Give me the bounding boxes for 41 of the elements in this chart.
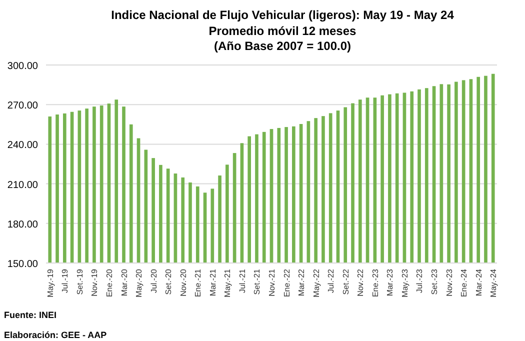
x-tick-label: May.-21 <box>223 268 232 298</box>
x-tick-label: Nov.-20 <box>178 268 188 296</box>
chart-title: Indice Nacional de Flujo Vehicular (ligeros): May 19 - May 24 <box>111 8 454 22</box>
x-tick-label: May.-23 <box>400 268 410 298</box>
y-tick-label: 150.00 <box>7 259 38 270</box>
x-tick-label: Mar.-21 <box>208 268 218 296</box>
x-tick-label: Jul.-20 <box>149 268 158 294</box>
x-tick-label: Set.-21 <box>252 268 262 295</box>
x-tick-label: Set.-20 <box>164 268 174 295</box>
x-tick-label: Ene.-22 <box>282 268 292 298</box>
chart-subtitle: Promedio móvil 12 meses (Año Base 2007 = 100.0) <box>208 24 357 53</box>
y-tick-label: 300.00 <box>7 61 38 72</box>
x-tick-label: Set.-19 <box>75 268 84 295</box>
x-tick-label: Nov.-19 <box>90 268 100 296</box>
y-tick-label: 240.00 <box>7 140 38 152</box>
x-tick-label: Set.-22 <box>341 268 350 295</box>
x-tick-label: May.-19 <box>46 268 55 298</box>
x-tick-label: Jul.-21 <box>238 268 247 294</box>
text: Elaboración: GEE - AAP <box>4 330 107 340</box>
source-note: Fuente: INEI <box>4 310 57 320</box>
x-tick-label: Ene.-21 <box>194 268 203 298</box>
x-tick-label: Mar.-22 <box>297 268 306 296</box>
x-tick-label: Jul.-23 <box>415 268 424 294</box>
x-tick-label: Ene.-23 <box>370 268 380 298</box>
x-tick-label: Mar.-23 <box>386 268 395 296</box>
x-tick-label: Jul.-22 <box>326 268 336 294</box>
x-tick-label: Ene.-20 <box>104 268 114 298</box>
x-tick-label: Nov.-23 <box>444 268 454 296</box>
x-tick-label: Mar.-24 <box>474 268 484 296</box>
x-tick-label: May.-22 <box>312 268 321 298</box>
y-tick-label: 210.00 <box>7 180 38 191</box>
y-tick-label: 270.00 <box>7 100 38 112</box>
x-tick-label: Jul.-19 <box>60 268 70 294</box>
x-tick-label: May.-20 <box>134 268 144 298</box>
x-tick-label: Ene.-24 <box>460 268 469 298</box>
x-tick-label: Mar.-20 <box>120 268 129 296</box>
x-tick-label: Nov.-21 <box>268 268 276 296</box>
x-tick-label: May.-24 <box>489 268 498 298</box>
y-tick-label: 180.00 <box>7 219 38 230</box>
x-tick-label: Set.-23 <box>430 268 440 295</box>
x-tick-label: Nov.-22 <box>356 268 366 296</box>
